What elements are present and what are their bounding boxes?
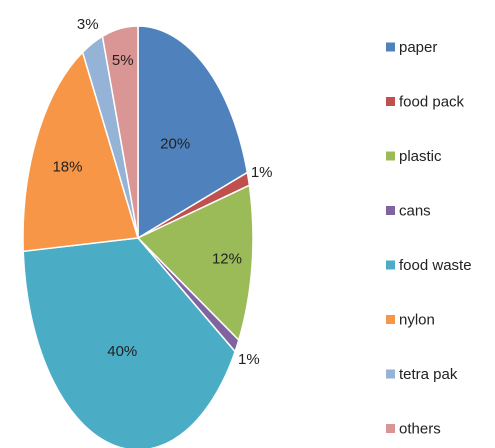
legend-item-food-waste: food waste [386,257,472,274]
data-label-plastic: 12% [212,251,242,268]
data-label-food-waste: 40% [107,343,137,360]
legend-label-tetra-pak: tetra pak [399,366,458,383]
data-label-food-pack: 1% [251,164,273,181]
pie-slices [22,25,254,448]
legend-label-nylon: nylon [399,312,435,329]
data-labels: 20% 1% 12% 1% 40% 18% 3% 5% [52,16,272,368]
legend-item-nylon: nylon [386,312,435,329]
legend-swatch-paper [386,42,395,52]
legend-label-food-waste: food waste [399,257,472,274]
pie-slice-food-waste [22,237,236,448]
legend-label-cans: cans [399,203,431,220]
legend-swatch-tetra-pak [386,369,395,379]
pie-slice-paper [137,25,249,240]
legend-item-plastic: plastic [386,148,442,165]
legend-label-others: others [399,421,441,438]
legend-swatch-plastic [386,151,395,161]
legend-swatch-food-waste [386,260,395,270]
legend-label-paper: paper [399,39,437,56]
legend-swatch-food-pack [386,97,395,106]
legend-item-tetra-pak: tetra pak [386,366,458,383]
data-label-paper: 20% [160,136,190,153]
legend-item-food-pack: food pack [386,94,465,111]
pie-slice-plastic [136,184,254,342]
data-label-cans: 1% [238,351,260,368]
data-label-tetra-pak: 3% [77,16,99,33]
legend-label-food-pack: food pack [399,94,465,111]
legend: paper food pack plastic cans food waste nylon… [386,39,472,438]
pie-slice-others [101,25,139,239]
legend-swatch-others [386,424,395,433]
legend-swatch-cans [386,206,395,215]
legend-item-paper: paper [386,39,437,56]
legend-swatch-nylon [386,315,395,324]
legend-item-cans: cans [386,203,431,220]
legend-item-others: others [386,421,441,438]
data-label-nylon: 18% [52,159,82,176]
pie-slice-nylon [22,50,139,253]
legend-label-plastic: plastic [399,148,442,165]
data-label-others: 5% [112,52,134,69]
